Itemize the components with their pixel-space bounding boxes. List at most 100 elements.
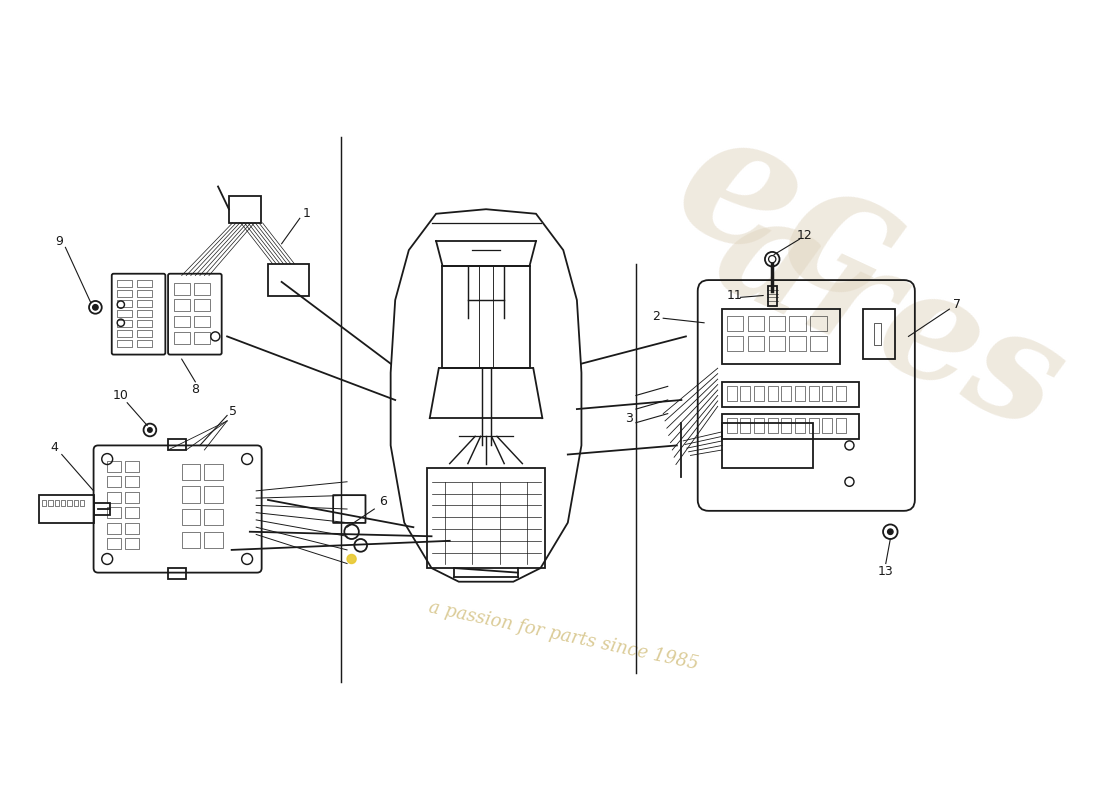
Bar <box>194 299 210 311</box>
Circle shape <box>92 305 98 310</box>
Bar <box>55 500 59 506</box>
Bar <box>781 418 791 433</box>
Text: ares: ares <box>694 174 1086 462</box>
Bar <box>811 317 827 331</box>
Bar <box>138 330 152 338</box>
Bar <box>268 264 309 295</box>
Bar <box>748 317 764 331</box>
Bar <box>118 320 132 327</box>
Bar <box>60 500 65 506</box>
Bar <box>864 309 895 359</box>
Bar <box>168 568 186 579</box>
Bar <box>94 502 110 515</box>
Bar <box>740 386 750 401</box>
Bar <box>795 386 805 401</box>
Text: a passion for parts since 1985: a passion for parts since 1985 <box>427 598 700 674</box>
Bar <box>723 414 858 439</box>
Bar <box>107 522 121 534</box>
Text: 13: 13 <box>878 566 893 578</box>
Bar <box>723 382 858 407</box>
Bar <box>740 418 750 433</box>
Text: 1: 1 <box>304 207 311 220</box>
Bar <box>790 317 806 331</box>
Bar <box>727 418 737 433</box>
Bar <box>125 538 139 549</box>
Bar <box>138 300 152 307</box>
Text: 5: 5 <box>230 406 238 418</box>
Circle shape <box>888 529 893 534</box>
Bar <box>194 283 210 294</box>
Bar <box>229 195 261 223</box>
Text: 7: 7 <box>953 298 960 311</box>
Bar <box>754 386 764 401</box>
Bar <box>769 317 785 331</box>
Bar <box>795 418 805 433</box>
Bar <box>182 463 200 480</box>
Bar <box>125 461 139 472</box>
Bar <box>107 461 121 472</box>
Bar <box>118 340 132 347</box>
Bar <box>182 486 200 502</box>
Bar <box>125 476 139 487</box>
Bar <box>723 309 840 364</box>
Bar <box>836 386 846 401</box>
Bar <box>727 337 744 351</box>
Bar <box>727 317 744 331</box>
Bar <box>138 320 152 327</box>
Bar <box>768 418 778 433</box>
Bar <box>874 322 881 346</box>
Bar <box>138 340 152 347</box>
Bar <box>723 422 813 468</box>
Text: 11: 11 <box>726 289 741 302</box>
Bar <box>174 315 190 327</box>
Bar <box>808 418 818 433</box>
Bar <box>138 310 152 318</box>
Bar <box>125 522 139 534</box>
Bar <box>194 315 210 327</box>
Circle shape <box>346 554 356 563</box>
Bar <box>118 300 132 307</box>
Bar <box>727 386 737 401</box>
Text: 8: 8 <box>191 382 199 395</box>
Bar <box>182 532 200 548</box>
Text: 4: 4 <box>51 441 58 454</box>
Bar <box>182 509 200 526</box>
Bar <box>822 418 833 433</box>
Bar <box>125 507 139 518</box>
Bar <box>118 290 132 298</box>
Bar <box>48 500 53 506</box>
Bar <box>80 500 85 506</box>
Bar <box>781 386 791 401</box>
Bar <box>40 495 94 522</box>
Bar <box>822 386 833 401</box>
Bar <box>205 463 222 480</box>
Bar <box>107 538 121 549</box>
Bar <box>205 486 222 502</box>
Bar <box>790 337 806 351</box>
Bar <box>107 476 121 487</box>
Text: 10: 10 <box>113 389 129 402</box>
Bar <box>174 299 190 311</box>
Text: 12: 12 <box>798 229 813 242</box>
Bar <box>748 337 764 351</box>
Bar <box>125 492 139 502</box>
Bar <box>168 439 186 450</box>
Bar <box>107 507 121 518</box>
Bar <box>118 310 132 318</box>
Bar <box>811 337 827 351</box>
Bar <box>754 418 764 433</box>
Bar <box>768 386 778 401</box>
Bar <box>836 418 846 433</box>
Bar <box>174 283 190 294</box>
Bar <box>205 532 222 548</box>
Bar <box>205 509 222 526</box>
Text: ec: ec <box>651 91 930 346</box>
Text: 9: 9 <box>55 234 63 247</box>
Circle shape <box>147 428 152 432</box>
Bar <box>42 500 46 506</box>
Bar <box>174 332 190 344</box>
Bar <box>74 500 78 506</box>
Bar <box>138 290 152 298</box>
Bar <box>427 468 546 568</box>
Text: 2: 2 <box>652 310 660 323</box>
